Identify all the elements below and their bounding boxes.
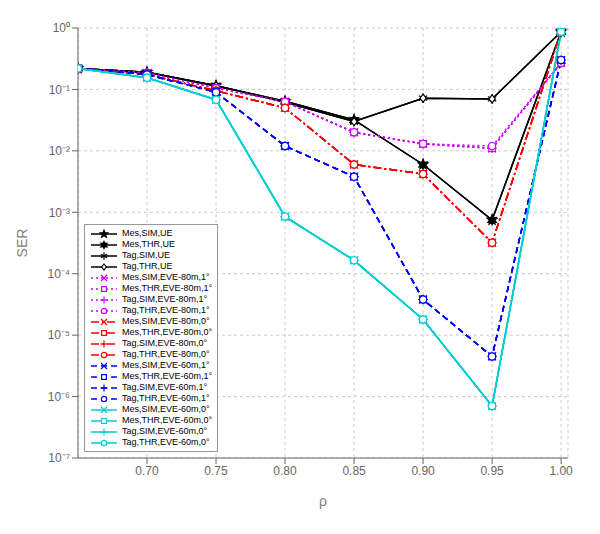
svg-text:10⁻¹: 10⁻¹: [49, 83, 70, 97]
html-text:Mes,SIM,UE: Mes,SIM,UE: [122, 228, 173, 238]
html-text:Mes,THR,EVE-60m,1°: Mes,THR,EVE-60m,1°: [122, 371, 213, 381]
html-text:Mes,THR,UE: Mes,THR,UE: [122, 239, 175, 249]
svg-text:10⁻²: 10⁻²: [49, 144, 70, 158]
html-text:Tag,THR,EVE-60m,0°: Tag,THR,EVE-60m,0°: [122, 437, 210, 447]
html-text:Tag,THR,UE: Tag,THR,UE: [122, 261, 173, 271]
svg-text:10⁻⁶: 10⁻⁶: [48, 390, 70, 404]
html-text:Mes,SIM,EVE-80m,1°: Mes,SIM,EVE-80m,1°: [122, 272, 210, 282]
html-text:Tag,SIM,EVE-60m,1°: Tag,SIM,EVE-60m,1°: [122, 382, 208, 392]
svg-text:1.00: 1.00: [549, 464, 573, 478]
svg-text:10⁻³: 10⁻³: [49, 206, 70, 220]
svg-text:SER: SER: [14, 229, 30, 258]
html-text:Mes,SIM,EVE-60m,0°: Mes,SIM,EVE-60m,0°: [122, 404, 210, 414]
html-text:Mes,SIM,EVE-60m,1°: Mes,SIM,EVE-60m,1°: [122, 360, 210, 370]
svg-text:0.80: 0.80: [273, 464, 297, 478]
html-text:Tag,THR,EVE-60m,1°: Tag,THR,EVE-60m,1°: [122, 393, 210, 403]
svg-text:0.95: 0.95: [480, 464, 504, 478]
svg-text:ρ: ρ: [319, 493, 327, 509]
svg-text:10⁻⁴: 10⁻⁴: [47, 267, 70, 281]
html-text:Mes,THR,EVE-60m,0°: Mes,THR,EVE-60m,0°: [122, 415, 213, 425]
html-text:Tag,THR,EVE-80m,0°: Tag,THR,EVE-80m,0°: [122, 349, 210, 359]
html-text:Tag,SIM,UE: Tag,SIM,UE: [122, 250, 170, 260]
html-text:Tag,SIM,EVE-80m,0°: Tag,SIM,EVE-80m,0°: [122, 338, 208, 348]
svg-text:10⁰: 10⁰: [53, 21, 70, 35]
svg-text:10⁻⁵: 10⁻⁵: [48, 328, 70, 342]
svg-text:0.75: 0.75: [204, 464, 228, 478]
html-text:Tag,THR,EVE-80m,1°: Tag,THR,EVE-80m,1°: [122, 305, 210, 315]
html-text:Tag,SIM,EVE-60m,0°: Tag,SIM,EVE-60m,0°: [122, 426, 208, 436]
svg-text:0.70: 0.70: [135, 464, 159, 478]
svg-text:10⁻⁷: 10⁻⁷: [48, 451, 70, 465]
html-text:Mes,THR,EVE-80m,1°: Mes,THR,EVE-80m,1°: [122, 283, 213, 293]
html-text:Tag,SIM,EVE-80m,1°: Tag,SIM,EVE-80m,1°: [122, 294, 208, 304]
svg-text:0.90: 0.90: [411, 464, 435, 478]
html-text:Mes,THR,EVE-80m,0°: Mes,THR,EVE-80m,0°: [122, 327, 213, 337]
html-text:Mes,SIM,EVE-80m,0°: Mes,SIM,EVE-80m,0°: [122, 316, 210, 326]
svg-text:0.85: 0.85: [342, 464, 366, 478]
